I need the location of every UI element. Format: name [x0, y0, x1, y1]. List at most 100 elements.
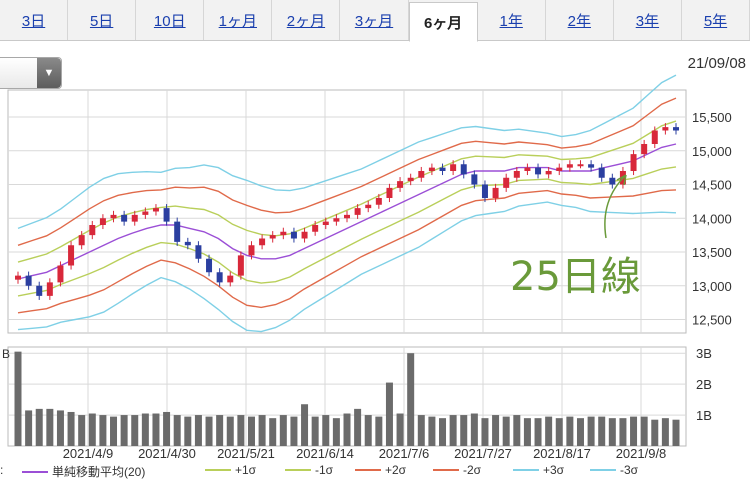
volume-bar [322, 415, 330, 446]
volume-bar [385, 382, 393, 446]
candle-body [163, 208, 170, 222]
legend-item-2: -1σ [285, 463, 333, 477]
legend-label: +3σ [543, 463, 565, 477]
x-tick-label: 2021/4/30 [138, 446, 196, 461]
x-tick-label: 2021/6/14 [296, 446, 354, 461]
volume-bar [555, 418, 563, 446]
band-plus1-line [17, 120, 677, 263]
candle-body [99, 218, 106, 225]
candle-body [15, 275, 21, 280]
x-tick-label: 2021/5/21 [217, 446, 275, 461]
candle-body [280, 231, 287, 236]
volume-bar [407, 353, 415, 446]
legend-item-5: +3σ [513, 463, 564, 477]
volume-tick-label: 3B [696, 346, 712, 361]
volume-bar [492, 415, 500, 446]
candle-body [566, 164, 573, 168]
x-tick-label: 2021/7/6 [379, 446, 430, 461]
volume-bar [163, 411, 171, 446]
candle-body [471, 174, 478, 185]
candle-body [259, 238, 266, 246]
tab-0[interactable]: 3日 [0, 0, 69, 40]
candle-body [662, 127, 669, 131]
volume-bar [449, 415, 457, 446]
volume-tick-label: 1B [696, 408, 712, 423]
tab-3[interactable]: 1ヶ月 [204, 0, 273, 40]
volume-bar [205, 416, 213, 446]
candle-body [174, 221, 181, 242]
volume-bar [417, 415, 425, 446]
volume-bar [513, 415, 521, 446]
y-tick-label: 13,000 [692, 279, 732, 294]
tab-6[interactable]: 6ヶ月 [408, 2, 478, 42]
volume-bar [14, 351, 22, 446]
candle-body [322, 221, 329, 225]
candle-body [333, 218, 340, 222]
x-tick-label: 2021/8/17 [533, 446, 591, 461]
tab-7[interactable]: 1年 [478, 0, 546, 40]
candle-body [439, 167, 446, 171]
candle-body [651, 130, 658, 144]
candle-body [407, 177, 414, 182]
candle-body [131, 214, 138, 222]
volume-bar [598, 416, 606, 446]
tab-8[interactable]: 2年 [546, 0, 614, 40]
legend-label: -2σ [463, 463, 482, 477]
candle-body [290, 231, 297, 239]
volume-bar [290, 416, 298, 446]
volume-bar [364, 415, 372, 446]
annotation-arrow [604, 174, 627, 239]
volume-bar [576, 418, 584, 446]
volume-bar [46, 408, 54, 446]
y-tick-label: 15,000 [692, 144, 732, 159]
y-tick-label: 13,500 [692, 245, 732, 260]
legend-item-4: -2σ [433, 463, 481, 477]
candle-body [152, 208, 159, 212]
annotation-label: 25日線 [510, 254, 641, 300]
candle-body [89, 225, 96, 236]
volume-bar [545, 416, 553, 446]
y-tick-label: 14,500 [692, 178, 732, 193]
y-tick-label: 14,000 [692, 211, 732, 226]
candle-body [492, 187, 499, 198]
candle-body [503, 177, 510, 188]
candle-body [184, 241, 191, 246]
tab-9[interactable]: 3年 [614, 0, 682, 40]
annotation-arrowhead [616, 174, 627, 186]
tab-4[interactable]: 2ヶ月 [272, 0, 341, 40]
tab-5[interactable]: 3ヶ月 [340, 0, 409, 40]
volume-bar [566, 416, 574, 446]
y-tick-label: 15,500 [692, 110, 732, 125]
candle-body [428, 167, 435, 171]
volume-bar [619, 418, 627, 446]
candle-body [312, 225, 319, 232]
x-tick-label: 2021/4/9 [63, 446, 114, 461]
candle-body [673, 127, 679, 131]
volume-bar [470, 413, 478, 446]
volume-bar [651, 419, 659, 446]
tab-1[interactable]: 5日 [68, 0, 137, 40]
volume-bar [301, 404, 309, 446]
candle-body [460, 164, 467, 175]
band-plus2-line [17, 97, 677, 246]
tab-2[interactable]: 10日 [136, 0, 205, 40]
volume-bar [131, 415, 139, 446]
candle-body [78, 235, 85, 246]
chevron-down-icon[interactable]: ▼ [37, 58, 61, 88]
band-plus3-line [17, 74, 677, 230]
indicator-select[interactable]: ▼ [0, 57, 62, 89]
candle-body [598, 167, 605, 178]
x-tick-label: 2021/7/27 [454, 446, 512, 461]
volume-bar [502, 416, 510, 446]
candle-body [375, 198, 382, 205]
band-minus1-line [17, 166, 677, 297]
volume-bar [439, 418, 447, 446]
legend-label: +2σ [385, 463, 407, 477]
volume-bar [396, 413, 404, 446]
indicator-legend: : 単純移動平均(20) +1σ -1σ +2σ -2σ +3σ -3σ [0, 463, 750, 481]
candle-body [481, 184, 488, 198]
period-tabs: 3日 5日 10日 1ヶ月 2ヶ月 3ヶ月 6ヶ月 1年 2年 3年 5年 [0, 0, 750, 42]
volume-bar [99, 415, 107, 446]
candle-body [418, 171, 425, 178]
